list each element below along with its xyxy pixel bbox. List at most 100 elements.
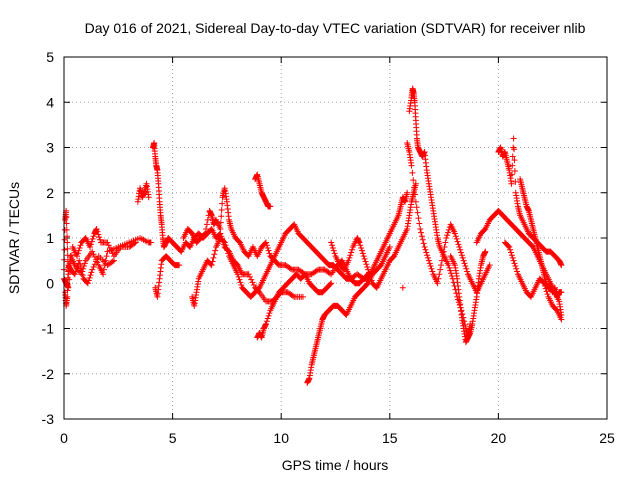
data-point — [441, 244, 448, 251]
data-point — [108, 247, 115, 254]
data-point — [88, 269, 95, 276]
data-point — [217, 225, 224, 232]
data-point — [79, 272, 86, 279]
data-point — [506, 244, 513, 251]
data-point — [414, 209, 421, 216]
data-points — [61, 85, 565, 386]
data-point — [245, 271, 252, 278]
data-point — [235, 273, 242, 280]
data-point — [422, 246, 429, 253]
data-point — [107, 244, 114, 251]
data-point — [347, 252, 354, 259]
data-point — [438, 262, 445, 269]
data-point — [328, 239, 335, 246]
y-tick-label: 1 — [46, 230, 54, 246]
data-point — [265, 312, 272, 319]
data-point — [451, 230, 458, 237]
data-point — [411, 191, 418, 198]
data-point — [349, 246, 356, 253]
data-point — [104, 239, 111, 246]
data-point — [109, 258, 116, 265]
data-point — [408, 162, 415, 169]
data-point — [511, 260, 518, 267]
data-point — [424, 252, 431, 259]
data-point — [90, 233, 97, 240]
x-tick-label: 15 — [382, 430, 398, 446]
y-axis-label: SDTVAR / TECUs — [6, 182, 22, 294]
data-point — [262, 320, 269, 327]
data-point — [486, 262, 493, 269]
plot-frame — [63, 56, 608, 420]
data-point — [105, 242, 112, 249]
data-point — [326, 270, 333, 277]
data-point — [558, 316, 565, 323]
data-point — [238, 282, 245, 289]
data-point — [96, 234, 103, 241]
data-point — [219, 200, 226, 207]
data-point — [64, 274, 71, 281]
data-point — [443, 235, 450, 241]
data-point — [263, 242, 270, 249]
data-point — [85, 277, 92, 284]
data-point — [212, 247, 219, 254]
data-point — [221, 239, 228, 246]
data-point — [457, 246, 464, 253]
data-point — [64, 233, 71, 240]
data-point — [461, 260, 468, 267]
data-point — [544, 291, 551, 298]
data-point — [455, 241, 462, 248]
data-point — [208, 262, 215, 269]
data-point — [87, 241, 94, 248]
data-point — [543, 288, 550, 295]
data-point — [364, 263, 371, 270]
data-point — [417, 225, 424, 232]
data-point — [368, 277, 375, 284]
data-point — [264, 315, 271, 322]
data-point — [103, 253, 110, 260]
data-point — [87, 272, 94, 279]
data-point — [359, 250, 366, 257]
data-point — [313, 267, 320, 274]
data-point — [445, 262, 452, 269]
data-point — [360, 253, 367, 260]
data-point — [222, 242, 229, 249]
data-point — [458, 249, 465, 256]
data-point — [89, 266, 96, 273]
data-point — [412, 198, 419, 205]
y-tick-label: -1 — [42, 321, 55, 337]
data-point — [438, 257, 445, 264]
data-point — [90, 263, 97, 270]
y-tick-label: -3 — [42, 411, 55, 427]
data-point — [508, 180, 515, 187]
data-point — [202, 230, 209, 237]
data-point — [365, 269, 372, 276]
data-point — [248, 276, 255, 283]
data-point — [437, 266, 444, 273]
data-point — [93, 225, 100, 232]
data-point — [462, 263, 469, 270]
data-point — [508, 171, 515, 178]
data-point — [89, 235, 96, 242]
data-point — [445, 229, 452, 236]
data-point — [204, 216, 211, 223]
data-point — [84, 280, 91, 287]
data-point — [464, 268, 471, 275]
data-point — [418, 229, 425, 236]
data-point — [434, 280, 441, 287]
data-point — [225, 250, 232, 257]
data-point — [463, 265, 470, 272]
data-point — [64, 239, 71, 246]
data-point — [64, 293, 71, 300]
data-point — [75, 247, 82, 254]
data-point — [145, 194, 152, 201]
data-point — [218, 213, 225, 220]
data-point — [77, 261, 84, 268]
data-point — [362, 258, 369, 265]
data-point — [100, 266, 107, 273]
data-point — [327, 281, 334, 288]
x-tick-label: 5 — [169, 430, 177, 446]
data-point — [456, 244, 463, 251]
data-point — [218, 206, 225, 213]
data-point — [361, 255, 368, 262]
